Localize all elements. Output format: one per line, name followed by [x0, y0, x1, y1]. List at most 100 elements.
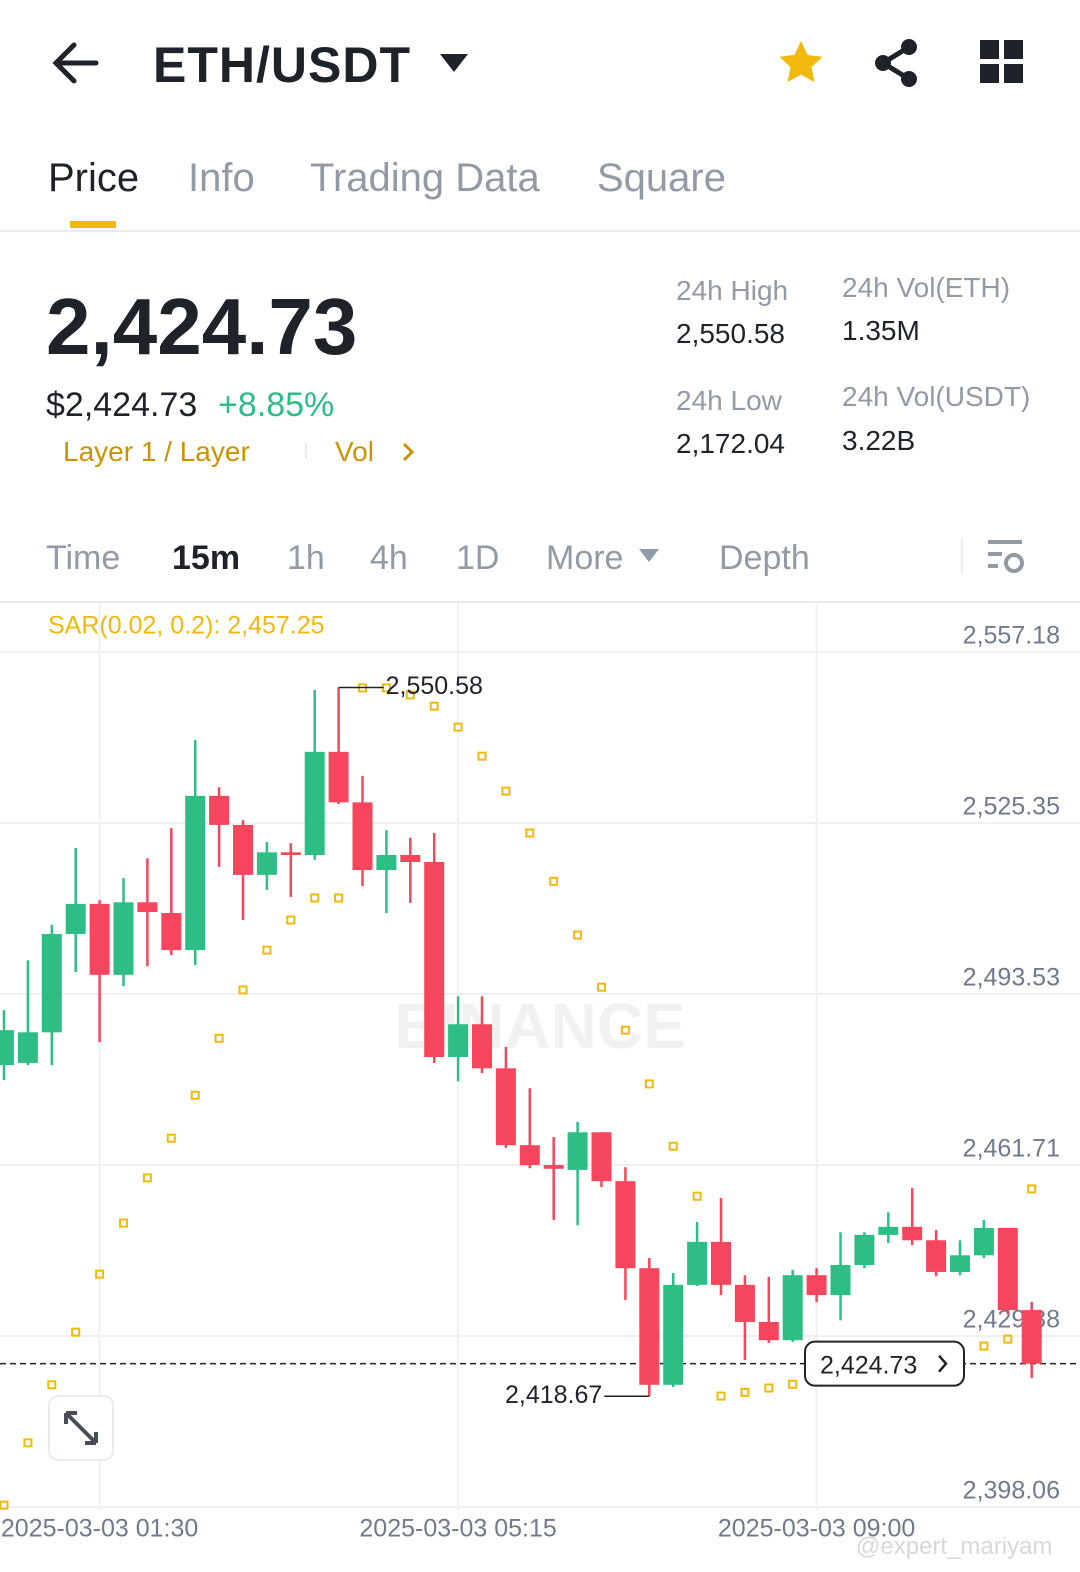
interval[interactable]: Depth	[719, 539, 810, 577]
interval[interactable]: Time	[46, 539, 121, 577]
x-tick-label: 2025-03-03 01:30	[1, 1515, 198, 1543]
candle-body	[400, 855, 421, 862]
candle-body	[950, 1255, 970, 1272]
last-price: 2,424.73	[46, 282, 358, 371]
tab[interactable]: Info	[188, 156, 255, 200]
candle-body	[209, 795, 230, 825]
candle-body	[113, 902, 134, 975]
sar-dot	[23, 1438, 33, 1448]
candle-body	[376, 855, 397, 871]
y-tick-label: 2,493.53	[963, 964, 1060, 992]
sar-dot	[238, 985, 248, 995]
tag[interactable]: Layer 1 / Layer	[63, 436, 250, 467]
usd-price: $2,424.73	[46, 386, 198, 424]
sar-dot	[429, 701, 439, 711]
candle-body	[639, 1268, 660, 1385]
back-button[interactable]	[50, 40, 100, 86]
more-dropdown[interactable]	[638, 548, 660, 564]
candle-body	[185, 795, 206, 951]
interval[interactable]: 1h	[287, 539, 325, 577]
annotation-label: 2,418.67	[505, 1381, 602, 1409]
candle-body	[17, 1032, 38, 1063]
sar-dot	[644, 1079, 654, 1089]
grid-menu[interactable]	[980, 40, 1024, 84]
tag[interactable]: Vol	[335, 436, 374, 467]
sar-dot	[214, 1033, 224, 1043]
x-tick-label: 2025-03-03 09:00	[718, 1515, 915, 1543]
sar-dot	[1003, 1334, 1013, 1344]
sar-dot	[549, 876, 559, 886]
sar-dot	[405, 690, 415, 700]
stat-label: 24h Vol(USDT)	[842, 381, 1031, 412]
tab[interactable]: Square	[597, 156, 726, 200]
tab[interactable]: Trading Data	[310, 156, 540, 200]
candle-body	[352, 802, 373, 871]
sar-dot	[95, 1269, 105, 1279]
pair-dropdown[interactable]	[438, 52, 470, 74]
interval[interactable]: 15m	[172, 539, 241, 577]
candle-body	[973, 1227, 994, 1256]
candle-body	[161, 913, 182, 951]
share-button[interactable]	[872, 38, 922, 88]
sar-dot	[334, 893, 344, 903]
y-tick-label: 2,429.88	[963, 1306, 1060, 1334]
stat-value: 1.35M	[842, 315, 920, 346]
fullscreen-button[interactable]	[48, 1395, 114, 1461]
candle-body	[65, 903, 86, 934]
tab[interactable]: Price	[48, 156, 140, 200]
sar-dot	[620, 1025, 630, 1035]
annotation-label: 2,550.58	[386, 672, 483, 700]
pair-title[interactable]: ETH/USDT	[153, 37, 411, 93]
stat-value: 3.22B	[842, 425, 916, 456]
stat-value: 2,550.58	[676, 318, 785, 349]
separator	[961, 538, 963, 574]
candlestick-chart: BINANCE 2025-03-03 01:30 2025-03-03 05:15…	[0, 603, 1080, 1543]
candle-body	[806, 1275, 827, 1296]
candle-body	[997, 1227, 1018, 1311]
sar-dot	[716, 1391, 726, 1401]
stat-value: 2,172.04	[676, 428, 785, 459]
sar-dot	[0, 1500, 9, 1510]
y-tick-label: 2,398.06	[963, 1477, 1060, 1505]
candle-body	[304, 751, 325, 856]
y-tick-label: 2,461.71	[963, 1135, 1060, 1163]
candle-body	[758, 1321, 779, 1341]
candle-body	[41, 933, 62, 1033]
interval[interactable]: 4h	[370, 539, 408, 577]
chart-settings[interactable]	[986, 538, 1026, 576]
candle-body	[495, 1068, 516, 1146]
sar-dot	[190, 1090, 200, 1100]
candle-body	[615, 1181, 636, 1269]
sar-dot	[166, 1133, 176, 1143]
interval[interactable]: 1D	[456, 539, 500, 577]
sar-dot	[47, 1380, 57, 1390]
last-price-box	[804, 1340, 965, 1387]
candle-body	[902, 1226, 923, 1241]
sar-dot	[668, 1141, 678, 1151]
sar-dot	[764, 1383, 774, 1393]
candle-body	[830, 1264, 851, 1296]
sar-dot	[477, 751, 487, 761]
separator	[305, 443, 307, 459]
last-price-label: 2,424.73	[820, 1351, 917, 1379]
interval[interactable]: More	[546, 539, 624, 577]
sar-dot	[525, 828, 535, 838]
sar-dot	[573, 930, 583, 940]
candle-body	[89, 903, 110, 975]
candle-body	[663, 1284, 684, 1385]
chevron	[938, 1354, 948, 1373]
favorite-star[interactable]	[776, 38, 826, 88]
sar-dot	[692, 1191, 702, 1201]
candle-body	[472, 1024, 492, 1069]
candle-body	[687, 1241, 708, 1285]
sar-dot	[453, 722, 463, 732]
candle-body	[280, 852, 301, 856]
sar-dot	[142, 1173, 152, 1183]
sar-label: SAR(0.02, 0.2): 2,457.25	[48, 612, 325, 640]
tab-indicator	[70, 221, 116, 228]
candle-body	[448, 1024, 469, 1058]
candle-body	[711, 1241, 731, 1285]
candle-body	[424, 861, 445, 1058]
x-tick-label: 2025-03-03 05:15	[359, 1515, 556, 1543]
